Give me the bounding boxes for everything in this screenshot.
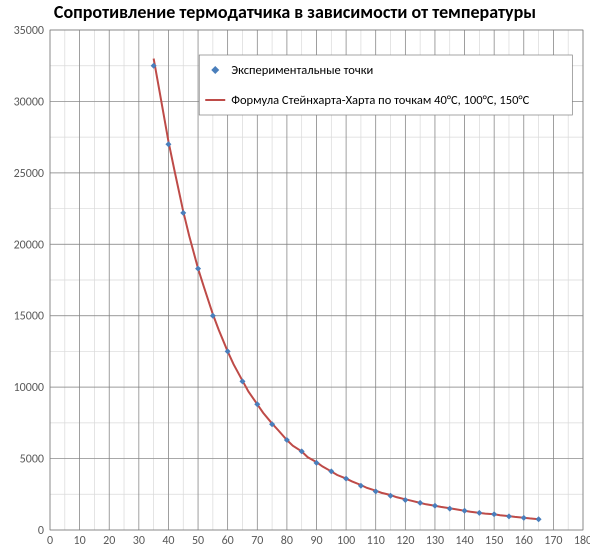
x-tick-label: 140 — [455, 534, 473, 546]
y-tick-label: 5000 — [20, 453, 44, 467]
legend-label: Формула Стейнхарта-Харта по точкам 40°C,… — [231, 93, 529, 108]
x-tick-label: 0 — [47, 534, 53, 546]
y-tick-label: 10000 — [14, 381, 44, 395]
x-tick-label: 20 — [103, 534, 115, 546]
chart-svg: Сопротивление термодатчика в зависимости… — [0, 0, 590, 546]
x-tick-label: 90 — [310, 534, 322, 546]
chart-title: Сопротивление термодатчика в зависимости… — [54, 1, 536, 23]
x-tick-label: 180 — [574, 534, 590, 546]
x-tick-label: 130 — [426, 534, 444, 546]
y-tick-label: 0 — [38, 524, 44, 538]
x-tick-label: 100 — [337, 534, 355, 546]
y-tick-label: 25000 — [14, 167, 44, 181]
x-tick-label: 10 — [74, 534, 86, 546]
y-tick-label: 30000 — [14, 95, 44, 109]
x-tick-label: 120 — [396, 534, 414, 546]
y-tick-label: 35000 — [14, 24, 44, 38]
x-tick-label: 60 — [222, 534, 234, 546]
x-tick-label: 110 — [367, 534, 385, 546]
x-tick-label: 70 — [251, 534, 263, 546]
x-tick-label: 50 — [192, 534, 204, 546]
chart-container: Сопротивление термодатчика в зависимости… — [0, 0, 590, 546]
x-tick-label: 80 — [281, 534, 293, 546]
legend-label: Экспериментальные точки — [231, 63, 373, 78]
x-tick-label: 160 — [515, 534, 533, 546]
x-tick-label: 150 — [485, 534, 503, 546]
y-tick-label: 20000 — [14, 238, 44, 252]
x-tick-label: 30 — [133, 534, 145, 546]
y-tick-label: 15000 — [14, 310, 44, 324]
x-tick-label: 170 — [544, 534, 562, 546]
x-tick-label: 40 — [162, 534, 174, 546]
